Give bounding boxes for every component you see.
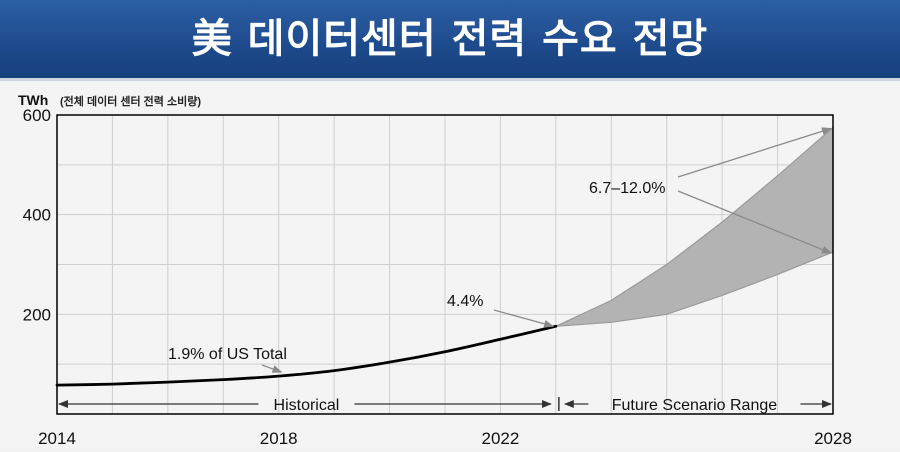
annotation-share-2028-arrow-lower xyxy=(677,190,832,254)
annotation-share-2028-label: 6.7–12.0% xyxy=(589,180,666,197)
x-tick-label: 2022 xyxy=(482,429,520,448)
annotation-share-2023: 4.4% xyxy=(447,293,555,328)
annotation-share-2023-arrow xyxy=(493,309,555,328)
y-tick-label: 400 xyxy=(23,206,51,225)
y-axis-note: (전체 데이터 센터 전력 소비량) xyxy=(60,94,201,108)
x-tick-label: 2028 xyxy=(814,429,852,448)
x-axis-ticks: 2014 2018 2022 2028 xyxy=(38,429,852,448)
scenario-range-band xyxy=(555,126,834,327)
annotation-share-2018-arrow xyxy=(261,364,283,373)
title-bar: 美 데이터센터 전력 수요 전망 xyxy=(0,0,900,81)
x-tick-label: 2014 xyxy=(38,429,76,448)
plot-frame xyxy=(56,114,834,415)
annotation-share-2023-label: 4.4% xyxy=(447,293,483,310)
annotation-share-2018: 1.9% of US Total xyxy=(168,346,287,373)
series-lines xyxy=(55,324,558,387)
y-tick-label: 600 xyxy=(23,106,51,125)
annotation-share-2028-arrow-upper xyxy=(677,127,832,178)
series-line-historical xyxy=(55,324,558,387)
y-axis-unit: TWh xyxy=(18,92,48,108)
historical-label: Historical xyxy=(274,397,340,414)
annotation-share-2018-label: 1.9% of US Total xyxy=(168,346,287,363)
chart-area: TWh (전체 데이터 센터 전력 소비량) 200 400 600 2014 201… xyxy=(0,81,900,448)
y-tick-label: 200 xyxy=(23,305,51,324)
x-tick-label: 2018 xyxy=(260,429,298,448)
future-label: Future Scenario Range xyxy=(612,397,778,414)
page-title: 美 데이터센터 전력 수요 전망 xyxy=(191,16,709,62)
scenario-range xyxy=(555,126,834,327)
period-brackets: Historical Future Scenario Range xyxy=(58,397,832,414)
y-axis-ticks: 200 400 600 xyxy=(23,106,51,324)
annotation-share-2028: 6.7–12.0% xyxy=(589,127,832,254)
